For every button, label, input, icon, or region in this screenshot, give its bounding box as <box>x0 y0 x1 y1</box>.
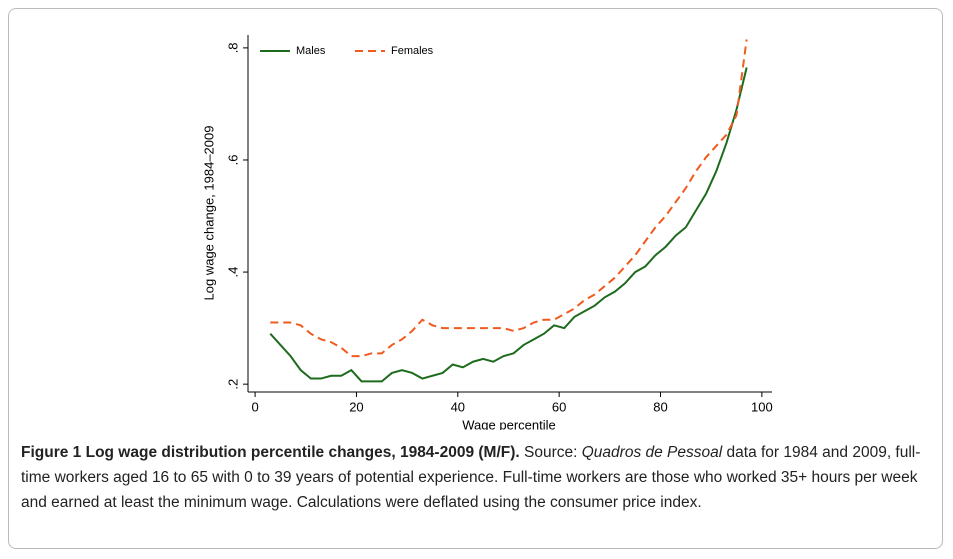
legend-label: Males <box>296 45 326 57</box>
x-tick-label: 80 <box>653 399 667 414</box>
x-tick-label: 100 <box>751 399 773 414</box>
y-tick-label: .8 <box>225 42 240 53</box>
caption-label: Figure 1 Log wage distribution percentil… <box>21 444 520 461</box>
legend-label: Females <box>391 45 434 57</box>
series-line <box>270 39 748 358</box>
y-tick-label: .4 <box>225 267 240 278</box>
x-tick-label: 60 <box>552 399 566 414</box>
y-tick-label: .2 <box>225 379 240 390</box>
series-line <box>269 67 748 383</box>
x-axis-label: Wage percentile <box>462 417 555 430</box>
y-axis-label: Log wage change, 1984–2009 <box>201 126 216 301</box>
x-tick-label: 20 <box>349 399 363 414</box>
caption: Figure 1 Log wage distribution percentil… <box>21 440 936 515</box>
y-tick-label: .6 <box>225 155 240 166</box>
x-tick-label: 40 <box>451 399 465 414</box>
caption-text: data for 1984 and 2009, full-time worker… <box>21 444 921 511</box>
x-tick-label: 0 <box>251 399 258 414</box>
figure-frame <box>8 8 943 549</box>
caption-source-name: Quadros de Pessoal <box>581 444 723 461</box>
chart: Wage percentile Log wage change, 1984–20… <box>201 35 773 430</box>
caption-source: Source: <box>524 444 578 461</box>
